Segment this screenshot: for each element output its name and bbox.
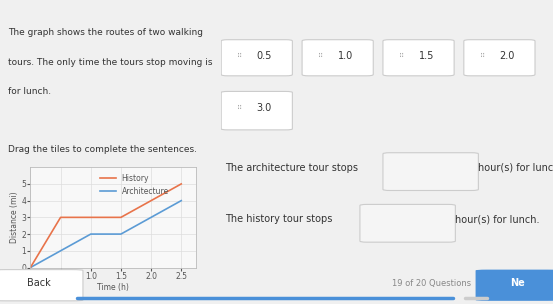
- FancyBboxPatch shape: [464, 40, 535, 76]
- Text: Back: Back: [27, 278, 50, 288]
- Text: ⠿: ⠿: [480, 54, 485, 59]
- Text: The architecture tour stops: The architecture tour stops: [225, 163, 358, 172]
- FancyBboxPatch shape: [302, 40, 373, 76]
- Text: The history tour stops: The history tour stops: [225, 214, 332, 224]
- FancyBboxPatch shape: [383, 40, 454, 76]
- Text: 1.5: 1.5: [419, 51, 434, 61]
- Y-axis label: Distance (mi): Distance (mi): [9, 192, 19, 243]
- Text: ⠿: ⠿: [237, 105, 243, 112]
- Text: hour(s) for lunch.: hour(s) for lunch.: [478, 163, 553, 172]
- FancyBboxPatch shape: [0, 270, 83, 301]
- Text: 3.0: 3.0: [257, 103, 272, 113]
- FancyBboxPatch shape: [360, 204, 455, 242]
- Text: 1.0: 1.0: [338, 51, 353, 61]
- FancyBboxPatch shape: [383, 153, 478, 191]
- Text: The graph shows the routes of two walking: The graph shows the routes of two walkin…: [8, 28, 204, 37]
- FancyBboxPatch shape: [476, 270, 553, 301]
- FancyBboxPatch shape: [221, 92, 293, 130]
- Text: 19 of 20 Questions: 19 of 20 Questions: [392, 279, 471, 288]
- Text: 0.5: 0.5: [257, 51, 272, 61]
- X-axis label: Time (h): Time (h): [97, 283, 129, 292]
- Text: tours. The only time the tours stop moving is: tours. The only time the tours stop movi…: [8, 58, 213, 67]
- Text: ⠿: ⠿: [237, 54, 243, 59]
- Text: 2.0: 2.0: [499, 51, 515, 61]
- Text: ⠿: ⠿: [399, 54, 404, 59]
- Text: Drag the tiles to complete the sentences.: Drag the tiles to complete the sentences…: [8, 145, 197, 154]
- Text: ⠿: ⠿: [319, 54, 324, 59]
- Text: hour(s) for lunch.: hour(s) for lunch.: [455, 214, 540, 224]
- Text: for lunch.: for lunch.: [8, 87, 51, 96]
- FancyBboxPatch shape: [221, 40, 293, 76]
- Text: Ne: Ne: [510, 278, 524, 288]
- Legend: History, Architecture: History, Architecture: [97, 171, 172, 199]
